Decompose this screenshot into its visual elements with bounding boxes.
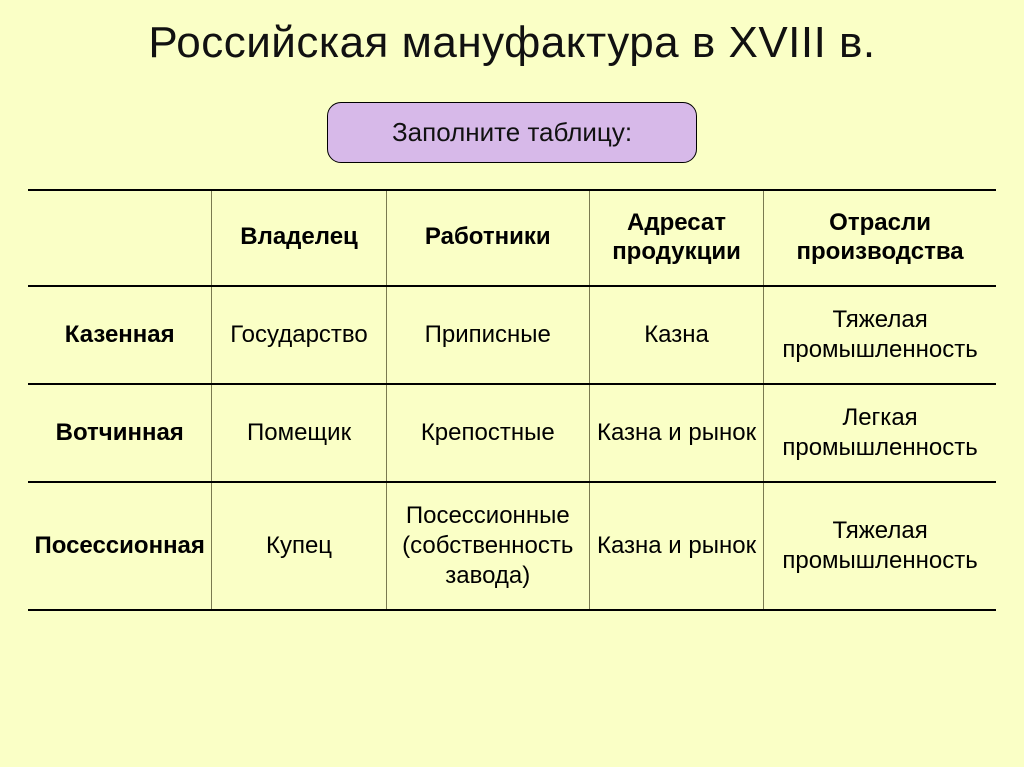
table-header-row: Владелец Работники Адресат продукции Отр…: [28, 190, 996, 286]
cell-owner: Помещик: [212, 384, 386, 482]
row-label: Вотчинная: [28, 384, 212, 482]
cell-industry: Тяжелая промышленность: [764, 482, 996, 610]
table-header-owner: Владелец: [212, 190, 386, 286]
table-header-industry: Отрасли производства: [764, 190, 996, 286]
cell-recipient: Казна: [589, 286, 763, 384]
cell-industry: Тяжелая промышленность: [764, 286, 996, 384]
cell-workers: Крепостные: [386, 384, 589, 482]
manufacture-table: Владелец Работники Адресат продукции Отр…: [28, 189, 996, 611]
table-header-recipient: Адресат продукции: [589, 190, 763, 286]
cell-workers: Приписные: [386, 286, 589, 384]
row-label: Казенная: [28, 286, 212, 384]
table-header-blank: [28, 190, 212, 286]
cell-owner: Государство: [212, 286, 386, 384]
page-title: Российская мануфактура в XVIII в.: [28, 18, 996, 68]
cell-industry: Легкая промышленность: [764, 384, 996, 482]
table-row: Посессионная Купец Посессионные (собстве…: [28, 482, 996, 610]
cell-recipient: Казна и рынок: [589, 482, 763, 610]
table-header-workers: Работники: [386, 190, 589, 286]
cell-owner: Купец: [212, 482, 386, 610]
instruction-callout: Заполните таблицу:: [327, 102, 697, 163]
cell-workers: Посессионные (собственность завода): [386, 482, 589, 610]
row-label: Посессионная: [28, 482, 212, 610]
table-row: Вотчинная Помещик Крепостные Казна и рын…: [28, 384, 996, 482]
cell-recipient: Казна и рынок: [589, 384, 763, 482]
table-row: Казенная Государство Приписные Казна Тяж…: [28, 286, 996, 384]
